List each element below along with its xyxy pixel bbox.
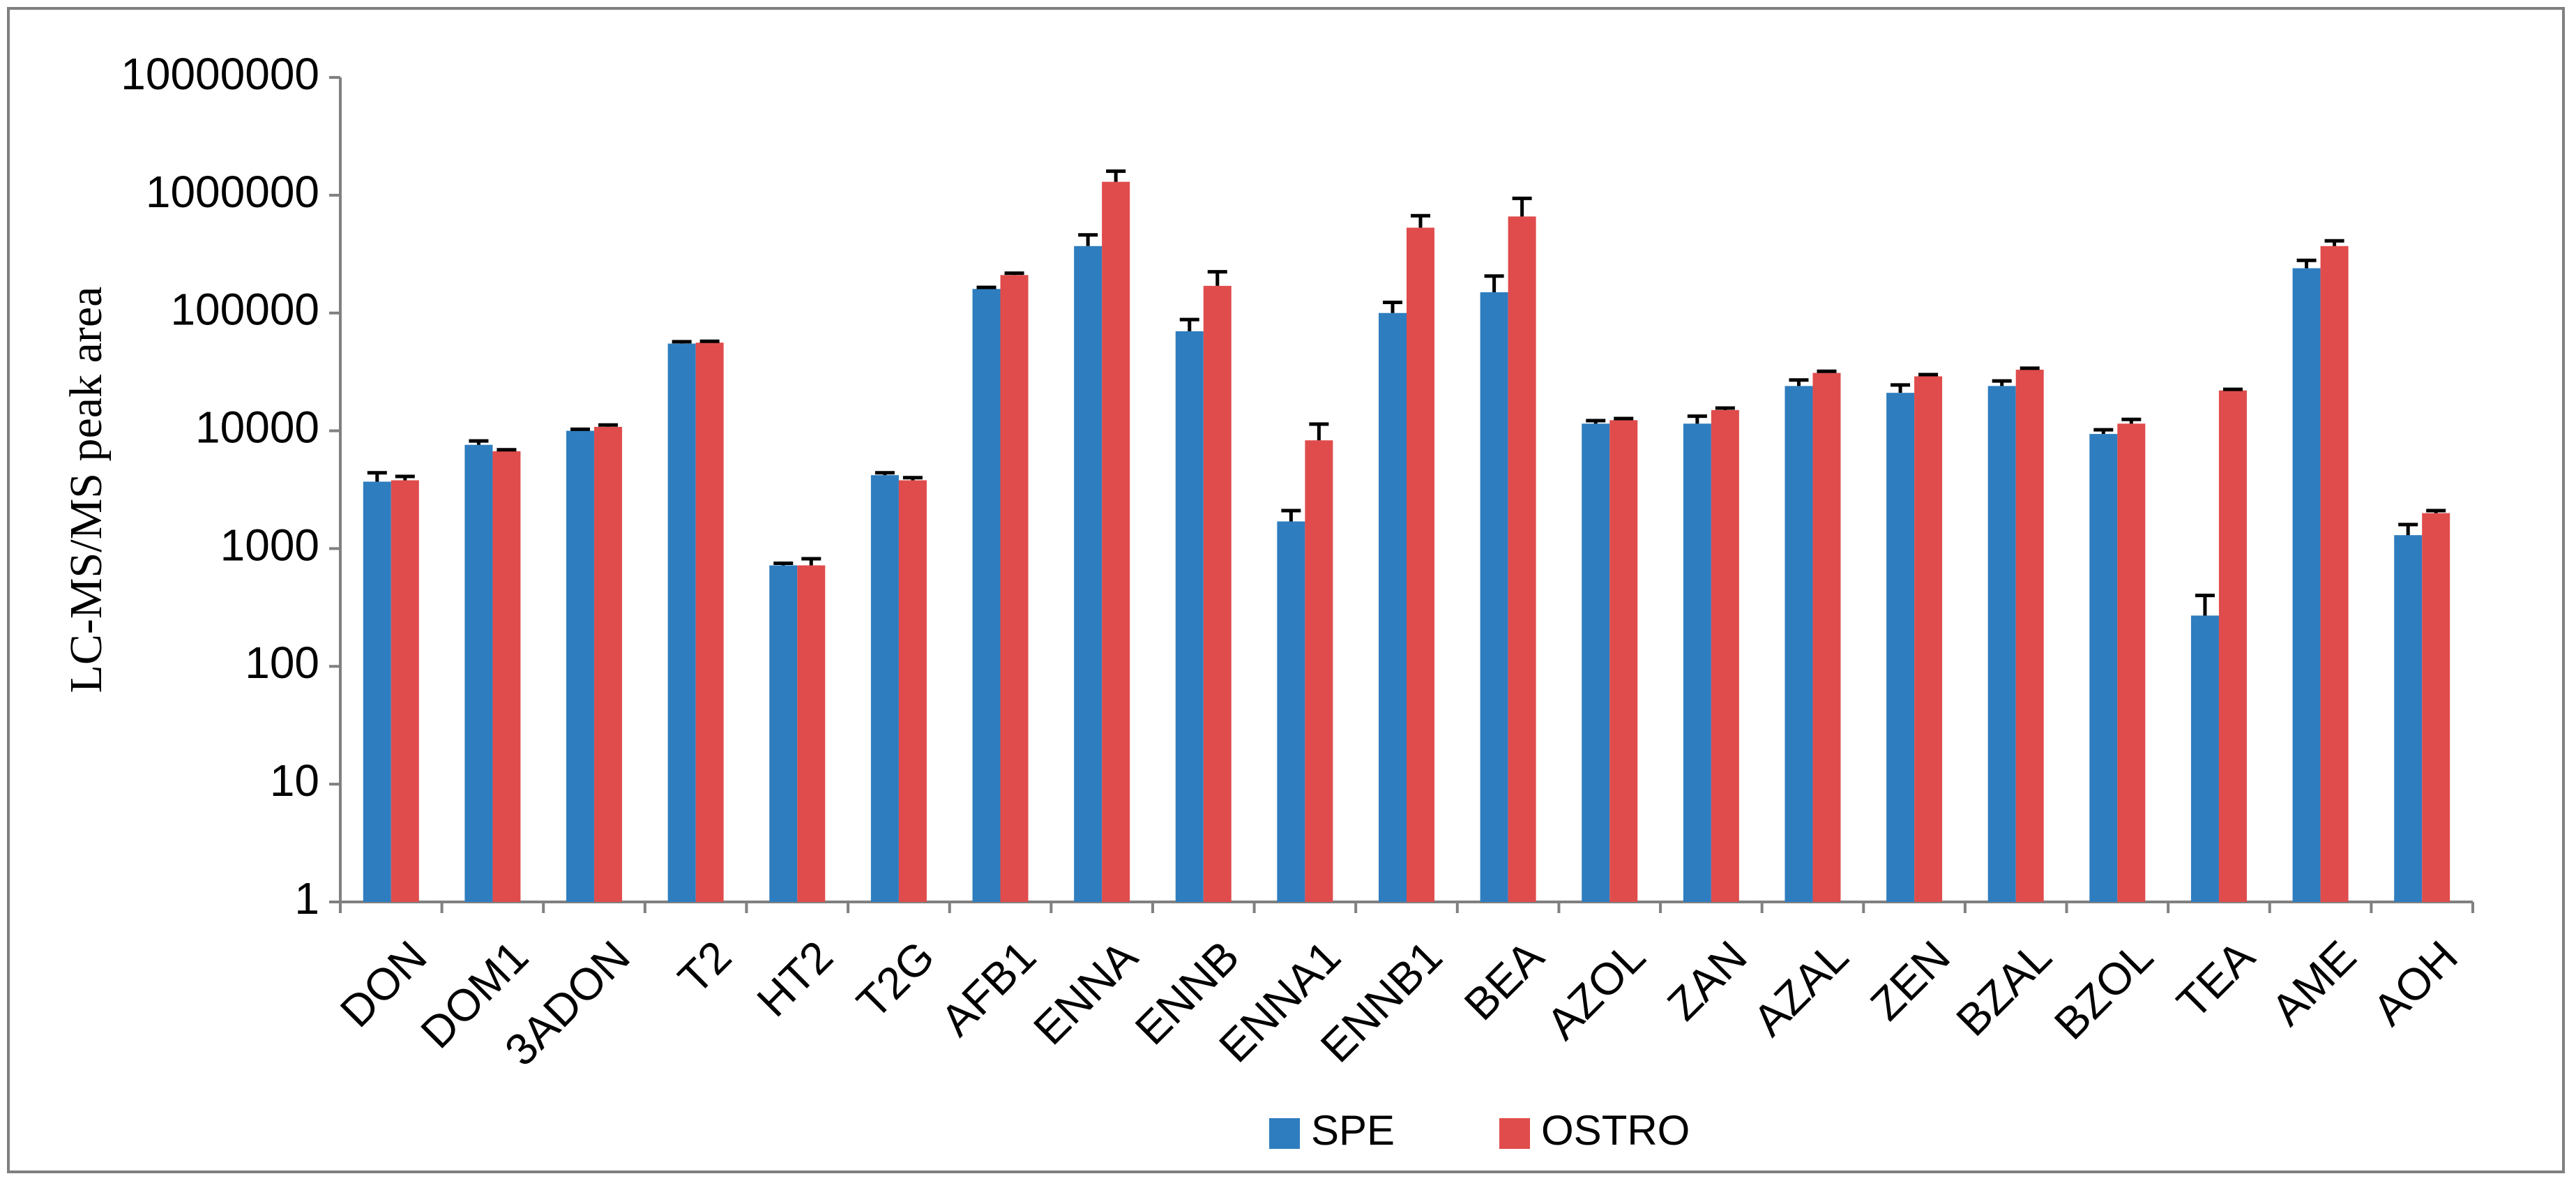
bar [391, 480, 419, 902]
error-bar [1207, 270, 1227, 286]
bar [972, 289, 1001, 902]
bar [1785, 386, 1813, 902]
error-bar [672, 340, 692, 344]
bar [1480, 292, 1508, 903]
bar [1683, 423, 1711, 902]
bar [1305, 440, 1333, 902]
error-bar [1614, 416, 1634, 421]
error-bar [1992, 379, 2012, 386]
bar [566, 430, 595, 902]
bar [2117, 423, 2146, 902]
error-bar [2398, 522, 2418, 536]
bar [1582, 423, 1610, 902]
error-bar [1512, 196, 1532, 217]
bar [2218, 390, 2247, 902]
bar [667, 343, 696, 902]
bar [1000, 275, 1029, 902]
bar [1277, 521, 1305, 902]
bar [1407, 227, 1434, 902]
error-bar [1411, 213, 1430, 228]
error-bar [1817, 369, 1837, 373]
error-bar [1309, 422, 1329, 441]
error-bar [1687, 414, 1707, 424]
error-bar [699, 339, 720, 343]
bar [464, 444, 493, 902]
error-bar [570, 427, 591, 431]
error-bar [497, 448, 517, 452]
bar [1812, 372, 1841, 902]
error-bar [1918, 372, 1939, 377]
bar [695, 342, 724, 903]
error-bar [2296, 258, 2317, 269]
y-tick-label: 100 [245, 638, 319, 688]
error-bar [1078, 233, 1098, 246]
error-bar [1789, 378, 1809, 386]
legend-label: OSTRO [1541, 1107, 1690, 1154]
error-bar [773, 562, 794, 566]
bar [1914, 376, 1943, 902]
bar [769, 565, 798, 902]
bar [363, 481, 391, 902]
legend-label: SPE [1311, 1107, 1395, 1154]
bar [2089, 434, 2118, 902]
error-bar [1383, 301, 1402, 313]
y-axis-label: LC-MS/MS peak area [61, 287, 112, 693]
bar [797, 565, 826, 902]
error-bar [2324, 239, 2344, 246]
error-bar [2093, 428, 2114, 435]
error-bar [2195, 594, 2215, 616]
bar [2422, 513, 2450, 902]
bar [1203, 285, 1232, 902]
error-bar [2020, 366, 2040, 370]
bar [898, 480, 927, 902]
error-bar [1891, 383, 1911, 393]
bar [1609, 420, 1638, 902]
bar [2292, 268, 2321, 902]
bar [1987, 386, 2016, 902]
error-bar [1281, 509, 1301, 522]
error-bar [801, 557, 821, 566]
error-bar [1715, 406, 1735, 410]
bar [2394, 535, 2423, 902]
error-bar [598, 423, 619, 427]
error-bar [902, 476, 923, 481]
error-bar [1179, 317, 1199, 331]
y-tick-label: 1 [294, 873, 319, 924]
bar [2190, 615, 2219, 902]
error-bar [2121, 417, 2142, 424]
bar [594, 426, 623, 902]
error-bar [2426, 509, 2446, 513]
y-tick-label: 1000000 [146, 167, 319, 217]
error-bar [2222, 387, 2243, 391]
error-bar [469, 439, 489, 445]
error-bar [976, 285, 997, 289]
error-bar [874, 471, 895, 476]
error-bar [1586, 419, 1606, 424]
bar [2320, 246, 2349, 902]
bar [1886, 393, 1915, 902]
bar [1102, 181, 1130, 903]
legend-swatch [1499, 1118, 1530, 1149]
error-bar [367, 471, 387, 482]
error-bar [395, 474, 415, 481]
error-bar [1484, 274, 1504, 292]
y-tick-label: 10 [270, 755, 319, 806]
legend-swatch [1269, 1118, 1300, 1149]
y-tick-label: 10000000 [121, 49, 319, 99]
y-tick-label: 10000 [195, 402, 319, 452]
y-tick-label: 1000 [220, 520, 319, 570]
error-bar [1106, 169, 1126, 182]
y-tick-label: 100000 [170, 285, 319, 335]
bar [2015, 370, 2044, 902]
bar [1175, 331, 1204, 902]
bar [1508, 216, 1536, 902]
bar [870, 475, 899, 902]
error-bar [1004, 271, 1024, 276]
bar [492, 451, 521, 902]
bar [1074, 246, 1103, 902]
bar [1711, 409, 1739, 902]
bar [1379, 313, 1407, 902]
